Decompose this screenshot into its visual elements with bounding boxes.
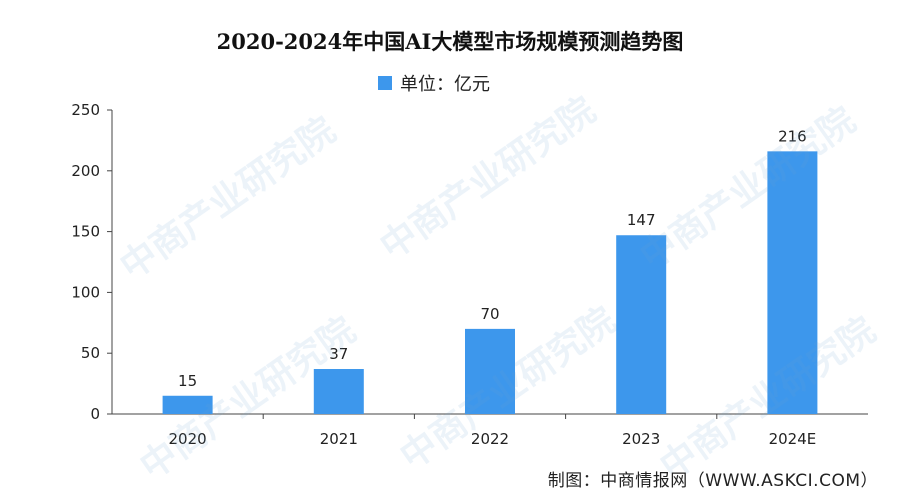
x-tick-label: 2024E xyxy=(769,430,817,448)
bar xyxy=(313,369,364,414)
legend: 单位：亿元 xyxy=(378,70,490,96)
y-tick-label: 100 xyxy=(71,283,100,301)
data-label: 37 xyxy=(329,345,348,363)
bar xyxy=(162,395,213,414)
bar xyxy=(767,151,818,414)
chart-title: 2020-2024年中国AI大模型市场规模预测趋势图 xyxy=(216,29,684,54)
x-tick-label: 2020 xyxy=(169,430,207,448)
y-tick-label: 150 xyxy=(71,223,100,241)
y-tick-label: 50 xyxy=(81,344,100,362)
data-label: 216 xyxy=(778,127,807,145)
data-label: 15 xyxy=(178,372,197,390)
legend-swatch xyxy=(378,76,392,90)
bar xyxy=(465,328,515,414)
source-credit: 制图：中商情报网（WWW.ASKCI.COM） xyxy=(547,471,878,491)
y-tick-label: 250 xyxy=(71,101,100,119)
y-tick-label: 0 xyxy=(90,405,100,423)
bar xyxy=(616,235,667,414)
y-tick-label: 200 xyxy=(71,162,100,180)
x-tick-label: 2023 xyxy=(622,430,660,448)
x-tick-label: 2022 xyxy=(471,430,509,448)
legend-label: 单位：亿元 xyxy=(400,74,490,95)
data-label: 70 xyxy=(480,305,499,323)
data-label: 147 xyxy=(627,211,656,229)
x-tick-label: 2021 xyxy=(320,430,358,448)
